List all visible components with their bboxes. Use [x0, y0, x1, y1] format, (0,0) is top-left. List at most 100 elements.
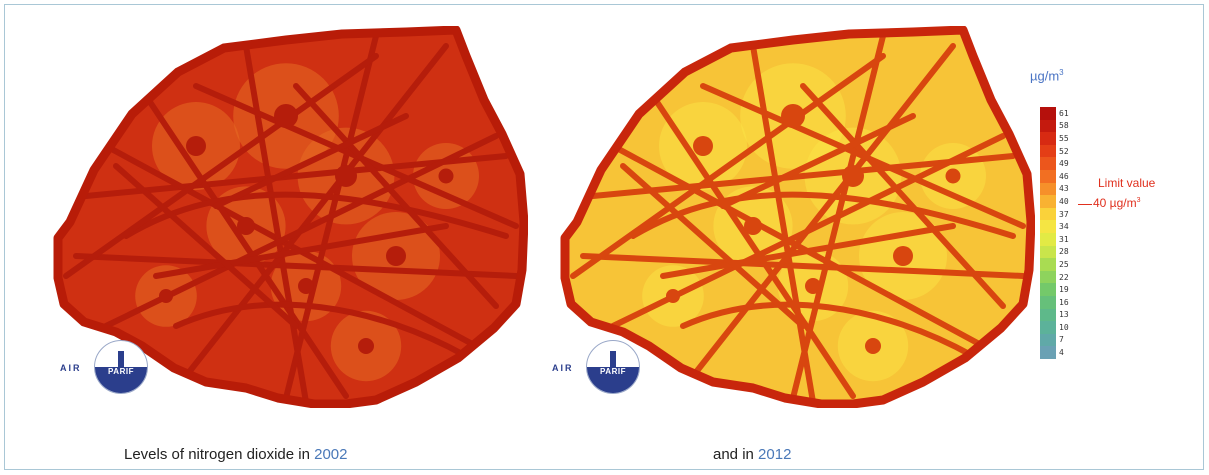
scale-swatch — [1040, 119, 1056, 133]
hotspot — [159, 289, 173, 303]
scale-swatch — [1040, 333, 1056, 347]
limit-value-text: 40 µg/m3 — [1093, 196, 1141, 210]
road-segment — [580, 253, 1026, 279]
no2-map-2002 — [46, 26, 528, 408]
scale-swatch — [1040, 157, 1056, 170]
scale-swatch — [1040, 207, 1056, 221]
road-segment — [650, 93, 856, 399]
scale-label: 10 — [1059, 322, 1069, 332]
scale-label: 31 — [1059, 234, 1069, 244]
caption-2002: Levels of nitrogen dioxide in 2002 — [124, 446, 348, 463]
scale-swatch — [1040, 308, 1056, 322]
scale-label: 58 — [1059, 121, 1069, 131]
road-segment — [680, 301, 976, 359]
scale-swatch — [1040, 195, 1056, 208]
hotspot — [805, 278, 821, 294]
scale-swatch — [1040, 169, 1056, 183]
hotspot — [386, 246, 406, 266]
airparif-logo: AIR PARIF — [552, 338, 652, 396]
scale-label: 49 — [1059, 159, 1069, 169]
hotspot — [693, 136, 713, 156]
road-segment — [570, 53, 886, 279]
road-segment — [660, 223, 956, 279]
scale-swatch — [1040, 144, 1056, 158]
scale-label: 28 — [1059, 247, 1069, 257]
caption-text: Levels of nitrogen dioxide in — [124, 446, 315, 463]
road-segment — [143, 93, 349, 399]
scale-label: 25 — [1059, 259, 1069, 269]
scale-swatch — [1040, 295, 1056, 309]
ring-road — [560, 26, 1035, 408]
road-segment — [620, 163, 806, 329]
color-scale-labels: 61 58 55 52 49 46 43 40 37 34 31 28 25 22 19 16 13 10 7 4 — [1059, 107, 1069, 359]
logo-prefix: AIR — [552, 363, 574, 373]
scale-swatch — [1040, 132, 1056, 145]
scale-label: 16 — [1059, 297, 1069, 307]
scale-swatch — [1040, 182, 1056, 196]
limit-value-title: Limit value — [1098, 176, 1156, 190]
scale-label: 61 — [1059, 108, 1069, 118]
caption-text: and in — [713, 446, 759, 463]
logo-prefix: AIR — [60, 363, 82, 373]
figure-frame — [4, 4, 1204, 470]
scale-label: 43 — [1059, 184, 1069, 194]
scale-label: 52 — [1059, 146, 1069, 156]
limit-value-marker — [1078, 204, 1092, 205]
hotspot — [237, 217, 255, 235]
road-segment — [153, 223, 449, 279]
scale-swatch — [1040, 245, 1056, 259]
caption-year: 2002 — [314, 446, 348, 463]
hotspot — [893, 246, 913, 266]
ring-road — [53, 26, 528, 408]
no2-map-2012 — [553, 26, 1035, 408]
color-scale — [1040, 107, 1056, 359]
legend-unit: µg/m3 — [1030, 68, 1064, 84]
hotspot — [274, 104, 298, 128]
scale-swatch — [1040, 258, 1056, 271]
scale-label: 13 — [1059, 310, 1069, 320]
road-segment — [293, 83, 499, 309]
road-segment — [213, 113, 409, 209]
hotspot — [298, 278, 314, 294]
scale-label: 7 — [1059, 335, 1064, 345]
eiffel-tower-icon — [610, 351, 616, 367]
caption-year: 2012 — [758, 446, 792, 463]
logo-badge: PARIF — [94, 340, 148, 394]
hotspot — [358, 338, 374, 354]
road-segment — [73, 253, 519, 279]
scale-label: 37 — [1059, 209, 1069, 219]
logo-badge-text: PARIF — [108, 367, 134, 376]
scale-swatch — [1040, 321, 1056, 334]
hotspot — [865, 338, 881, 354]
hotspot — [842, 165, 864, 187]
scale-swatch — [1040, 346, 1056, 359]
hotspot — [744, 217, 762, 235]
road-segment — [173, 301, 469, 359]
scale-label: 55 — [1059, 133, 1069, 143]
scale-swatch — [1040, 107, 1056, 120]
road-segment — [113, 163, 299, 329]
scale-swatch — [1040, 232, 1056, 246]
hotspot — [781, 104, 805, 128]
road-segment — [690, 43, 956, 379]
paris-map-2002 — [53, 26, 528, 408]
scale-label: 34 — [1059, 222, 1069, 232]
scale-swatch — [1040, 220, 1056, 233]
caption-2012: and in 2012 — [713, 446, 791, 463]
logo-badge: PARIF — [586, 340, 640, 394]
hotspot — [438, 168, 454, 184]
road-segment — [800, 83, 1006, 309]
scale-label: 22 — [1059, 272, 1069, 282]
hotspot — [186, 136, 206, 156]
scale-swatch — [1040, 270, 1056, 284]
logo-badge-text: PARIF — [600, 367, 626, 376]
hotspot — [666, 289, 680, 303]
road-segment — [750, 43, 816, 404]
scale-label: 19 — [1059, 285, 1069, 295]
road-segment — [63, 53, 379, 279]
scale-label: 4 — [1059, 348, 1064, 358]
hotspot — [335, 165, 357, 187]
airparif-logo: AIR PARIF — [60, 338, 160, 396]
road-segment — [183, 43, 449, 379]
scale-label: 46 — [1059, 171, 1069, 181]
